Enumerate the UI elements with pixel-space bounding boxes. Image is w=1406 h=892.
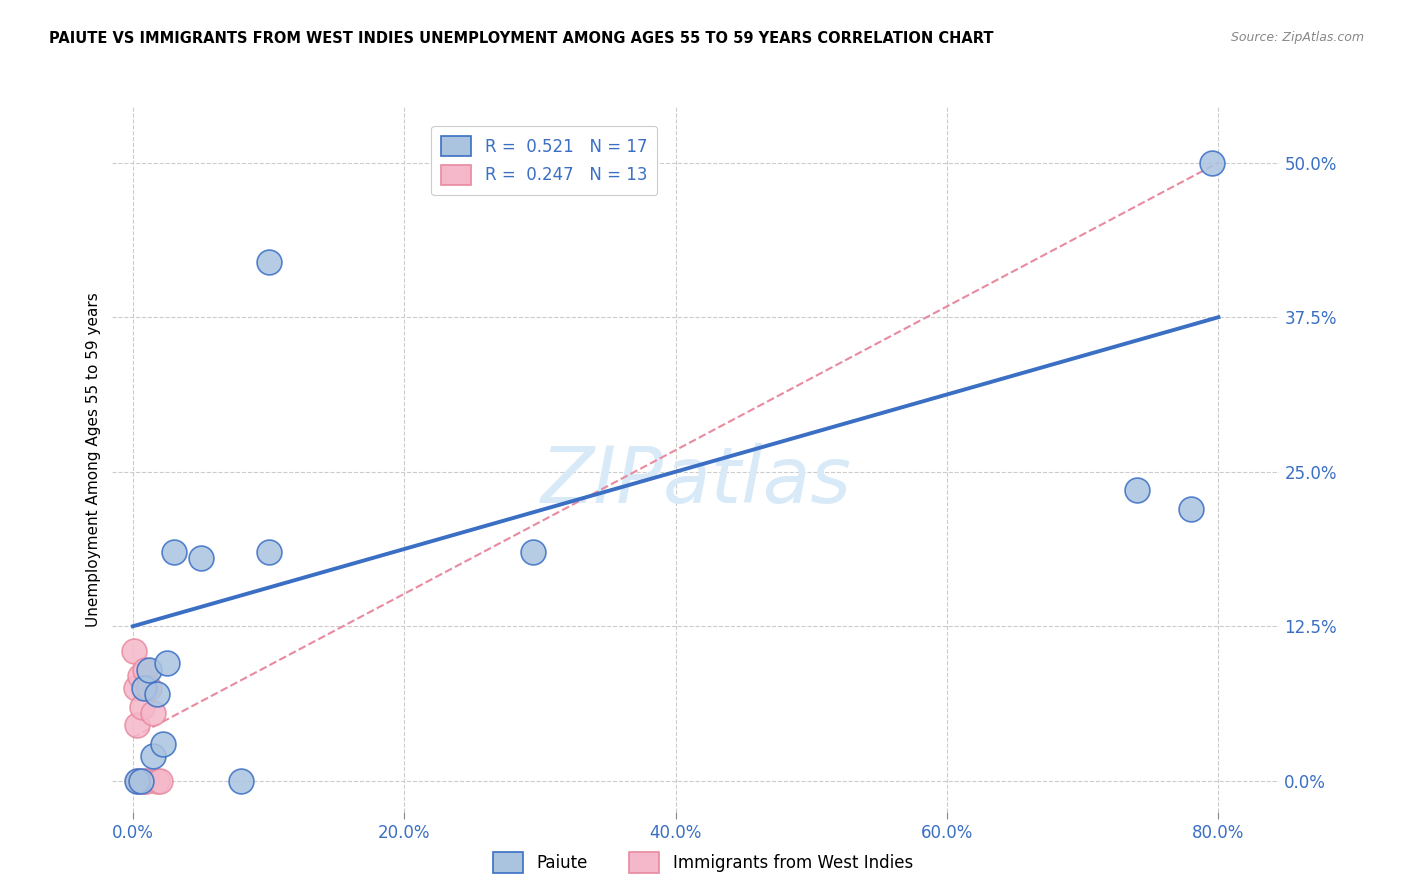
Text: PAIUTE VS IMMIGRANTS FROM WEST INDIES UNEMPLOYMENT AMONG AGES 55 TO 59 YEARS COR: PAIUTE VS IMMIGRANTS FROM WEST INDIES UN…	[49, 31, 994, 46]
Point	[134, 663, 156, 677]
Point	[152, 737, 174, 751]
Point	[127, 773, 149, 788]
Point	[231, 773, 253, 788]
Point	[125, 718, 148, 732]
Point	[1180, 501, 1202, 516]
Legend: Paiute, Immigrants from West Indies: Paiute, Immigrants from West Indies	[486, 846, 920, 880]
Point	[149, 773, 172, 788]
Point	[131, 699, 153, 714]
Point	[257, 254, 280, 268]
Point	[146, 687, 169, 701]
Point	[138, 681, 160, 695]
Text: ZIPatlas: ZIPatlas	[540, 442, 852, 518]
Point	[132, 773, 155, 788]
Point	[257, 545, 280, 559]
Y-axis label: Unemployment Among Ages 55 to 59 years: Unemployment Among Ages 55 to 59 years	[86, 292, 101, 627]
Point	[156, 657, 179, 671]
Point	[1126, 483, 1149, 498]
Point	[128, 669, 150, 683]
Point	[125, 773, 148, 788]
Point	[124, 681, 146, 695]
Point	[135, 773, 157, 788]
Point	[122, 644, 145, 658]
Point	[146, 773, 169, 788]
Point	[1201, 155, 1223, 169]
Point	[138, 663, 160, 677]
Point	[190, 551, 212, 566]
Point	[142, 749, 165, 764]
Point	[132, 681, 155, 695]
Text: Source: ZipAtlas.com: Source: ZipAtlas.com	[1230, 31, 1364, 45]
Point	[162, 545, 184, 559]
Legend: R =  0.521   N = 17, R =  0.247   N = 13: R = 0.521 N = 17, R = 0.247 N = 13	[432, 126, 657, 195]
Point	[142, 706, 165, 720]
Point	[129, 773, 152, 788]
Point	[522, 545, 544, 559]
